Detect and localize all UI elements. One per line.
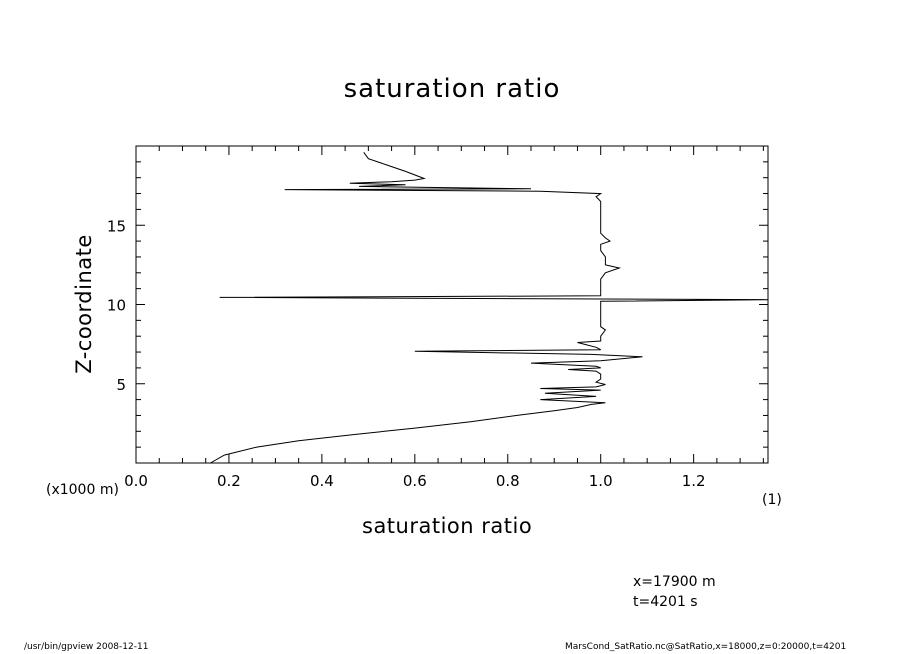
x-tick-label: 0.0 [124, 472, 148, 490]
chart-title: saturation ratio [343, 74, 561, 104]
y-tick-label: 10 [107, 297, 126, 315]
x-tick-label: 0.2 [217, 472, 241, 490]
x-tick-label: 0.8 [496, 472, 520, 490]
x-tick-label: 1.2 [682, 472, 706, 490]
series-line [210, 152, 769, 464]
footer-data-source: MarsCond_SatRatio.nc@SatRatio,x=18000,z=… [565, 642, 847, 652]
y-tick-label: 5 [116, 376, 126, 394]
time-annotation: t=4201 s [633, 594, 698, 610]
x-tick-label: 0.6 [403, 472, 427, 490]
y-axis-unit-label: (x1000 m) [46, 482, 119, 498]
y-tick-label: 15 [107, 217, 126, 235]
x-tick-label: 0.4 [310, 472, 334, 490]
x-tick-label: 1.0 [589, 472, 613, 490]
footer-program-date: /usr/bin/gpview 2008-12-11 [24, 642, 149, 652]
x-axis-unit-label: (1) [762, 492, 782, 508]
x-position-annotation: x=17900 m [633, 574, 716, 590]
plot-frame [135, 145, 769, 464]
y-axis-label: Z-coordinate [72, 234, 96, 374]
x-axis-label: saturation ratio [362, 514, 533, 538]
